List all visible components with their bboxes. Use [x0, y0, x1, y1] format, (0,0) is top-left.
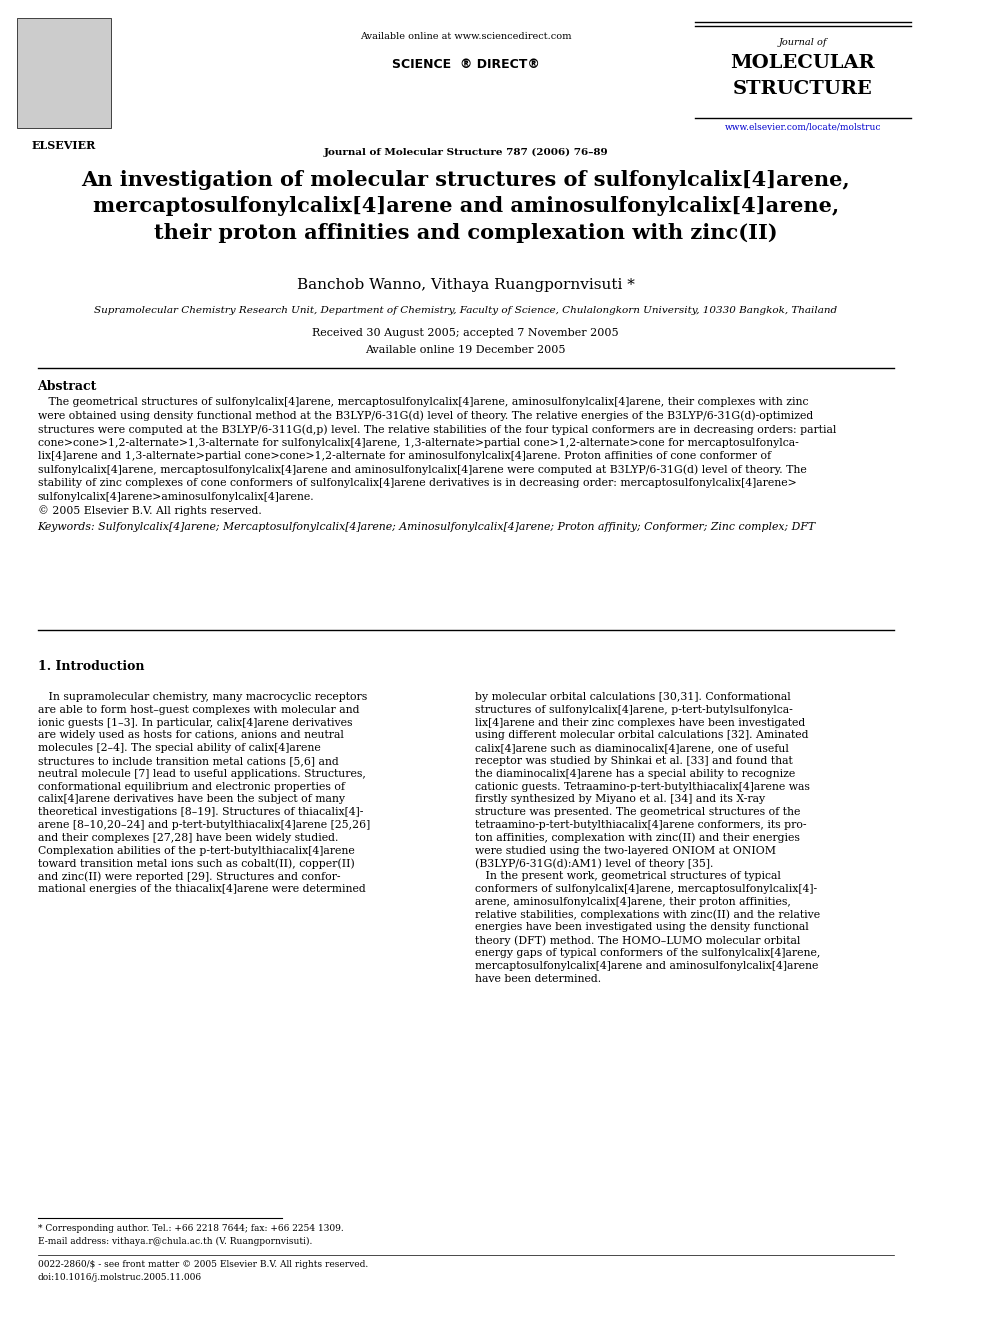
Text: Available online at www.sciencedirect.com: Available online at www.sciencedirect.co…	[360, 32, 571, 41]
Text: theory (DFT) method. The HOMO–LUMO molecular orbital: theory (DFT) method. The HOMO–LUMO molec…	[475, 935, 801, 946]
Text: ELSEVIER: ELSEVIER	[32, 140, 96, 151]
Text: firstly synthesized by Miyano et al. [34] and its X-ray: firstly synthesized by Miyano et al. [34…	[475, 794, 765, 804]
Text: www.elsevier.com/locate/molstruc: www.elsevier.com/locate/molstruc	[724, 122, 881, 131]
Text: ton affinities, complexation with zinc(II) and their energies: ton affinities, complexation with zinc(I…	[475, 832, 800, 843]
Text: In the present work, geometrical structures of typical: In the present work, geometrical structu…	[475, 872, 781, 881]
Text: sulfonylcalix[4]arene, mercaptosulfonylcalix[4]arene and aminosulfonylcalix[4]ar: sulfonylcalix[4]arene, mercaptosulfonylc…	[38, 464, 806, 475]
Text: calix[4]arene derivatives have been the subject of many: calix[4]arene derivatives have been the …	[38, 794, 344, 804]
Text: doi:10.1016/j.molstruc.2005.11.006: doi:10.1016/j.molstruc.2005.11.006	[38, 1273, 201, 1282]
Text: cone>cone>1,2-alternate>1,3-alternate for sulfonylcalix[4]arene, 1,3-alternate>p: cone>cone>1,2-alternate>1,3-alternate fo…	[38, 438, 799, 447]
Text: cationic guests. Tetraamino-p-tert-butylthiacalix[4]arene was: cationic guests. Tetraamino-p-tert-butyl…	[475, 782, 810, 791]
Text: Complexation abilities of the p-tert-butylthiacalix[4]arene: Complexation abilities of the p-tert-but…	[38, 845, 354, 856]
FancyBboxPatch shape	[17, 19, 111, 128]
Text: lix[4]arene and their zinc complexes have been investigated: lix[4]arene and their zinc complexes hav…	[475, 717, 806, 728]
Text: Supramolecular Chemistry Research Unit, Department of Chemistry, Faculty of Scie: Supramolecular Chemistry Research Unit, …	[94, 306, 837, 315]
Text: were obtained using density functional method at the B3LYP/6-31G(d) level of the: were obtained using density functional m…	[38, 410, 812, 421]
Text: conformational equilibrium and electronic properties of: conformational equilibrium and electroni…	[38, 782, 344, 791]
Text: conformers of sulfonylcalix[4]arene, mercaptosulfonylcalix[4]-: conformers of sulfonylcalix[4]arene, mer…	[475, 884, 817, 894]
Text: toward transition metal ions such as cobalt(II), copper(II): toward transition metal ions such as cob…	[38, 859, 354, 869]
Text: Journal of: Journal of	[779, 38, 827, 48]
Text: Available online 19 December 2005: Available online 19 December 2005	[365, 345, 566, 355]
Text: receptor was studied by Shinkai et al. [33] and found that: receptor was studied by Shinkai et al. […	[475, 755, 793, 766]
Text: arene [8–10,20–24] and p-tert-butylthiacalix[4]arene [25,26]: arene [8–10,20–24] and p-tert-butylthiac…	[38, 820, 370, 830]
Text: energy gaps of typical conformers of the sulfonylcalix[4]arene,: energy gaps of typical conformers of the…	[475, 949, 820, 958]
Text: arene, aminosulfonylcalix[4]arene, their proton affinities,: arene, aminosulfonylcalix[4]arene, their…	[475, 897, 791, 906]
Text: Abstract: Abstract	[38, 380, 97, 393]
Text: structures to include transition metal cations [5,6] and: structures to include transition metal c…	[38, 755, 338, 766]
Text: calix[4]arene such as diaminocalix[4]arene, one of useful: calix[4]arene such as diaminocalix[4]are…	[475, 744, 789, 753]
Text: MOLECULAR: MOLECULAR	[730, 54, 875, 71]
Text: theoretical investigations [8–19]. Structures of thiacalix[4]-: theoretical investigations [8–19]. Struc…	[38, 807, 363, 818]
Text: neutral molecule [7] lead to useful applications. Structures,: neutral molecule [7] lead to useful appl…	[38, 769, 365, 779]
Text: * Corresponding author. Tel.: +66 2218 7644; fax: +66 2254 1309.: * Corresponding author. Tel.: +66 2218 7…	[38, 1224, 343, 1233]
Text: stability of zinc complexes of cone conformers of sulfonylcalix[4]arene derivati: stability of zinc complexes of cone conf…	[38, 478, 797, 488]
Text: © 2005 Elsevier B.V. All rights reserved.: © 2005 Elsevier B.V. All rights reserved…	[38, 505, 261, 516]
Text: structures were computed at the B3LYP/6-311G(d,p) level. The relative stabilitie: structures were computed at the B3LYP/6-…	[38, 423, 836, 434]
Text: SCIENCE  ® DIRECT®: SCIENCE ® DIRECT®	[392, 58, 540, 71]
Text: and their complexes [27,28] have been widely studied.: and their complexes [27,28] have been wi…	[38, 832, 338, 843]
Text: using different molecular orbital calculations [32]. Aminated: using different molecular orbital calcul…	[475, 730, 808, 741]
Text: In supramolecular chemistry, many macrocyclic receptors: In supramolecular chemistry, many macroc…	[38, 692, 367, 703]
Text: were studied using the two-layered ONIOM at ONIOM: were studied using the two-layered ONIOM…	[475, 845, 776, 856]
Text: Journal of Molecular Structure 787 (2006) 76–89: Journal of Molecular Structure 787 (2006…	[323, 148, 608, 157]
Text: E-mail address: vithaya.r@chula.ac.th (V. Ruangpornvisuti).: E-mail address: vithaya.r@chula.ac.th (V…	[38, 1237, 311, 1246]
Text: The geometrical structures of sulfonylcalix[4]arene, mercaptosulfonylcalix[4]are: The geometrical structures of sulfonylca…	[38, 397, 808, 407]
Text: Banchob Wanno, Vithaya Ruangpornvisuti *: Banchob Wanno, Vithaya Ruangpornvisuti *	[297, 278, 635, 292]
Text: tetraamino-p-tert-butylthiacalix[4]arene conformers, its pro-: tetraamino-p-tert-butylthiacalix[4]arene…	[475, 820, 806, 830]
Text: STRUCTURE: STRUCTURE	[733, 79, 873, 98]
Text: relative stabilities, complexations with zinc(II) and the relative: relative stabilities, complexations with…	[475, 910, 820, 921]
Text: Keywords: Sulfonylcalix[4]arene; Mercaptosulfonylcalix[4]arene; Aminosulfonylcal: Keywords: Sulfonylcalix[4]arene; Mercapt…	[38, 523, 815, 532]
Text: are widely used as hosts for cations, anions and neutral: are widely used as hosts for cations, an…	[38, 730, 343, 741]
Text: energies have been investigated using the density functional: energies have been investigated using th…	[475, 922, 808, 933]
Text: An investigation of molecular structures of sulfonylcalix[4]arene,
mercaptosulfo: An investigation of molecular structures…	[81, 169, 850, 243]
Text: 1. Introduction: 1. Introduction	[38, 660, 144, 673]
Text: 0022-2860/$ - see front matter © 2005 Elsevier B.V. All rights reserved.: 0022-2860/$ - see front matter © 2005 El…	[38, 1259, 368, 1269]
Text: are able to form host–guest complexes with molecular and: are able to form host–guest complexes wi…	[38, 705, 359, 714]
Text: (B3LYP/6-31G(d):AM1) level of theory [35].: (B3LYP/6-31G(d):AM1) level of theory [35…	[475, 859, 713, 869]
Text: and zinc(II) were reported [29]. Structures and confor-: and zinc(II) were reported [29]. Structu…	[38, 872, 340, 881]
Text: mercaptosulfonylcalix[4]arene and aminosulfonylcalix[4]arene: mercaptosulfonylcalix[4]arene and aminos…	[475, 960, 818, 971]
Text: by molecular orbital calculations [30,31]. Conformational: by molecular orbital calculations [30,31…	[475, 692, 791, 703]
Text: molecules [2–4]. The special ability of calix[4]arene: molecules [2–4]. The special ability of …	[38, 744, 320, 753]
Text: ionic guests [1–3]. In particular, calix[4]arene derivatives: ionic guests [1–3]. In particular, calix…	[38, 717, 352, 728]
Text: lix[4]arene and 1,3-alternate>partial cone>cone>1,2-alternate for aminosulfonylc: lix[4]arene and 1,3-alternate>partial co…	[38, 451, 771, 460]
Text: sulfonylcalix[4]arene>aminosulfonylcalix[4]arene.: sulfonylcalix[4]arene>aminosulfonylcalix…	[38, 492, 314, 501]
Text: have been determined.: have been determined.	[475, 974, 601, 983]
Text: mational energies of the thiacalix[4]arene were determined: mational energies of the thiacalix[4]are…	[38, 884, 365, 894]
Text: structure was presented. The geometrical structures of the: structure was presented. The geometrical…	[475, 807, 801, 818]
Text: Received 30 August 2005; accepted 7 November 2005: Received 30 August 2005; accepted 7 Nove…	[312, 328, 619, 337]
Text: the diaminocalix[4]arene has a special ability to recognize: the diaminocalix[4]arene has a special a…	[475, 769, 796, 779]
Text: structures of sulfonylcalix[4]arene, p-tert-butylsulfonylca-: structures of sulfonylcalix[4]arene, p-t…	[475, 705, 793, 714]
